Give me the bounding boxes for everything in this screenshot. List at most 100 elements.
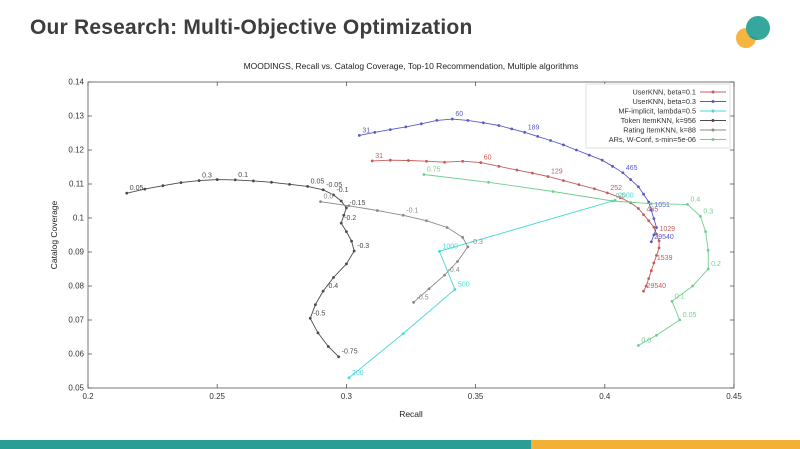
- x-tick-label: 0.4: [599, 392, 611, 401]
- point-label: 0.05: [311, 178, 325, 185]
- data-point: [562, 143, 565, 147]
- legend-label: UserKNN, beta=0.1: [633, 88, 696, 97]
- x-tick-label: 0.25: [209, 392, 225, 401]
- point-label: -0.3: [357, 243, 369, 250]
- data-point: [549, 139, 552, 142]
- series-line: [320, 201, 469, 303]
- point-label: 252: [610, 185, 622, 192]
- point-label: 0.5: [616, 193, 626, 200]
- data-point: [466, 245, 470, 249]
- point-label: 0.2: [711, 261, 721, 268]
- data-point: [357, 133, 361, 137]
- data-point: [497, 164, 501, 168]
- data-point: [642, 213, 645, 217]
- data-point: [197, 179, 201, 182]
- data-point: [562, 179, 565, 182]
- data-point: [215, 178, 219, 181]
- series-line: [348, 199, 616, 379]
- data-point: [611, 164, 614, 168]
- y-tick-label: 0.11: [69, 180, 85, 189]
- data-point: [706, 248, 710, 252]
- point-label: -0.4: [448, 267, 460, 274]
- data-point: [445, 226, 449, 229]
- point-label: 189: [528, 124, 540, 131]
- data-point: [642, 192, 645, 196]
- data-point: [373, 130, 377, 134]
- data-point: [531, 171, 534, 175]
- data-point: [621, 171, 625, 175]
- data-point: [642, 289, 645, 293]
- data-point: [655, 254, 658, 257]
- data-point: [339, 199, 343, 203]
- data-point: [456, 260, 459, 263]
- point-label: 200: [352, 370, 364, 377]
- data-point: [647, 219, 651, 223]
- data-point: [270, 180, 273, 184]
- data-point: [337, 355, 341, 359]
- x-tick-label: 0.45: [726, 392, 742, 401]
- point-label: -0.2: [344, 215, 356, 222]
- data-point: [345, 262, 348, 266]
- data-point: [443, 273, 446, 277]
- data-point: [644, 284, 648, 288]
- data-point: [655, 226, 658, 229]
- point-label: 31: [362, 127, 370, 134]
- data-point: [326, 345, 330, 348]
- data-point: [649, 240, 653, 244]
- data-point: [523, 130, 527, 134]
- data-point: [288, 182, 291, 186]
- logo-teal-circle: [746, 16, 770, 40]
- legend-box: [585, 83, 731, 149]
- data-point: [497, 124, 501, 127]
- data-point: [678, 318, 682, 322]
- point-label: 0.05: [130, 185, 144, 192]
- data-point: [649, 208, 653, 212]
- data-point: [577, 183, 581, 187]
- point-label: 1029: [659, 226, 675, 233]
- data-point: [407, 159, 410, 162]
- data-point: [332, 193, 335, 197]
- data-point: [143, 187, 147, 191]
- legend-label: Token ItemKNN, k=956: [621, 116, 696, 125]
- data-point: [308, 316, 312, 320]
- data-point: [510, 127, 514, 131]
- point-label: 1051: [654, 202, 670, 209]
- legend-marker: [711, 109, 715, 113]
- point-label: 60: [455, 111, 463, 118]
- point-label: -0.05: [326, 182, 342, 189]
- data-point: [655, 333, 658, 337]
- data-point: [652, 261, 656, 265]
- data-point: [388, 128, 392, 131]
- data-point: [419, 122, 423, 126]
- series-line: [126, 179, 355, 358]
- point-label: -0.4: [326, 283, 338, 290]
- data-point: [618, 196, 622, 200]
- data-point: [313, 303, 317, 307]
- data-point: [611, 199, 614, 203]
- data-point: [345, 230, 348, 234]
- data-point: [655, 232, 658, 236]
- data-point: [388, 158, 392, 162]
- point-label: -0.5: [313, 310, 325, 317]
- point-label: 1000: [442, 243, 458, 250]
- data-point: [342, 213, 346, 217]
- point-label: -0.1: [336, 187, 348, 194]
- data-point: [536, 135, 540, 138]
- data-point: [453, 288, 457, 291]
- point-label: 31: [375, 153, 383, 160]
- data-point: [515, 168, 519, 172]
- y-tick-label: 0.08: [68, 282, 84, 291]
- data-point: [600, 158, 604, 162]
- data-point: [425, 159, 428, 163]
- data-point: [587, 153, 591, 157]
- data-point: [652, 225, 656, 229]
- data-point: [704, 230, 707, 234]
- data-point: [574, 148, 578, 152]
- data-point: [466, 119, 470, 122]
- x-tick-label: 0.35: [468, 392, 484, 401]
- data-point: [422, 173, 426, 176]
- legend-marker: [711, 100, 715, 103]
- data-point: [345, 206, 348, 210]
- data-point: [546, 175, 550, 178]
